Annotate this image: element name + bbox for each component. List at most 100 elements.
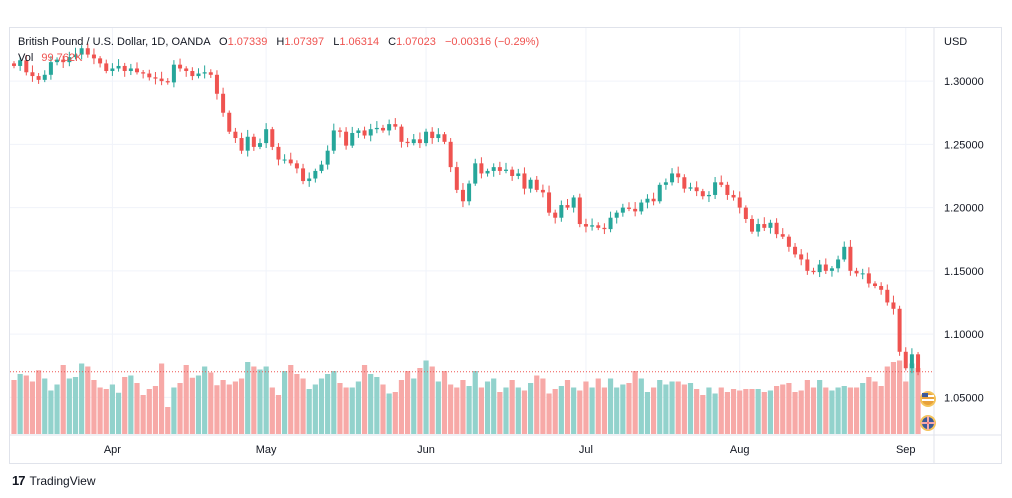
candle-body [331,130,336,151]
volume-bar [79,363,85,434]
volume-bar [798,390,804,434]
candle-body [663,182,668,185]
candle-body [713,182,718,195]
candle-body [36,76,41,80]
candle-body [18,60,23,66]
candle-body [159,78,164,82]
volume-bar [767,390,774,434]
candle-body [547,192,552,213]
volume-bar [152,386,159,434]
volume-bar [208,372,214,434]
candle-body [196,73,201,77]
candle-body [590,225,595,227]
symbol-legend[interactable]: British Pound / U.S. Dollar, 1D, OANDA O… [18,36,539,48]
volume-bar [411,378,417,434]
volume-bar [595,378,601,434]
candles [12,43,921,376]
volume-bar [638,378,644,434]
x-tick-label: Jul [579,444,593,456]
candle-body [276,146,281,160]
volume-bar [737,390,743,434]
volume-bar [374,377,380,434]
candle-body [202,72,207,74]
price-axis[interactable]: 1.30000 1.25000 1.20000 1.15000 1.10000 1.050… [944,76,984,404]
volume-bar [472,371,478,434]
volume-bar [484,381,491,434]
candle-body [208,72,213,75]
volume-bar [829,390,835,434]
candle-body [750,218,754,232]
candle-body [756,224,761,232]
volume-bar [810,387,817,434]
volume-bar [17,374,23,434]
y-tick-label: 1.15000 [944,266,984,278]
volume-bar [189,377,195,434]
candle-body [583,224,588,227]
volume-legend[interactable]: Vol 99.762K [18,52,82,64]
volume-bar [577,390,583,434]
candle-body [368,129,373,136]
volume-bar [318,378,325,434]
candle-body [891,302,896,309]
volume-bar [503,387,509,434]
volume-bar [663,384,669,434]
volume-bar [823,387,829,434]
volume-bar [749,389,755,434]
volume-bar [730,389,737,434]
candle-body [725,184,730,195]
volume-bar [644,392,651,434]
candle-body [178,64,183,69]
candle-body [842,246,847,260]
volume-bar [54,384,60,434]
volume-bar [540,378,546,434]
candle-body [854,270,859,274]
volume-bar [238,378,245,434]
volume-bar [11,380,17,434]
volume-bar [860,383,866,434]
volume-bar [195,375,202,434]
volume-bar [497,392,503,434]
time-axis[interactable]: Apr May Jun Jul Aug Sep [104,444,916,456]
symbol-title[interactable]: British Pound / U.S. Dollar, 1D, OANDA [18,36,210,48]
volume-bar [448,384,454,434]
volume-bar [571,387,577,434]
candle-body [836,259,841,269]
candle-body [620,207,625,213]
close-key: C [388,36,397,48]
y-tick-label: 1.25000 [944,139,984,151]
volume-bar [42,378,48,434]
tradingview-branding[interactable]: 17 TradingView [12,473,96,488]
candle-body [442,134,447,142]
candle-body [79,48,84,55]
volume-bar [614,387,620,434]
volume-bar [159,363,165,434]
volume-bar [115,392,122,434]
candle-body [110,68,115,72]
uk-flag-red [927,416,929,430]
candle-body [460,189,465,202]
volume-bar [134,383,140,434]
volume-bar [122,377,128,434]
volume-bar [343,387,349,434]
candle-body [251,136,256,147]
volume-bar [509,380,515,434]
candle-body [504,169,508,171]
volume-bar [694,389,700,434]
candle-body [528,179,533,189]
volume-bar [392,392,398,434]
candle-body [184,68,189,72]
volume-bar [700,395,706,434]
volume-bar [909,363,915,434]
candle-body [540,189,545,193]
volume-bar [146,389,152,434]
volume-bar [306,389,312,434]
candle-body [67,57,72,63]
volume-bar [214,385,220,434]
currency-flags[interactable] [920,391,936,431]
candle-body [762,224,767,228]
candle-body [866,273,871,284]
volume-bar [478,387,484,434]
volume-bar [23,375,29,434]
volume-bar [423,360,429,434]
